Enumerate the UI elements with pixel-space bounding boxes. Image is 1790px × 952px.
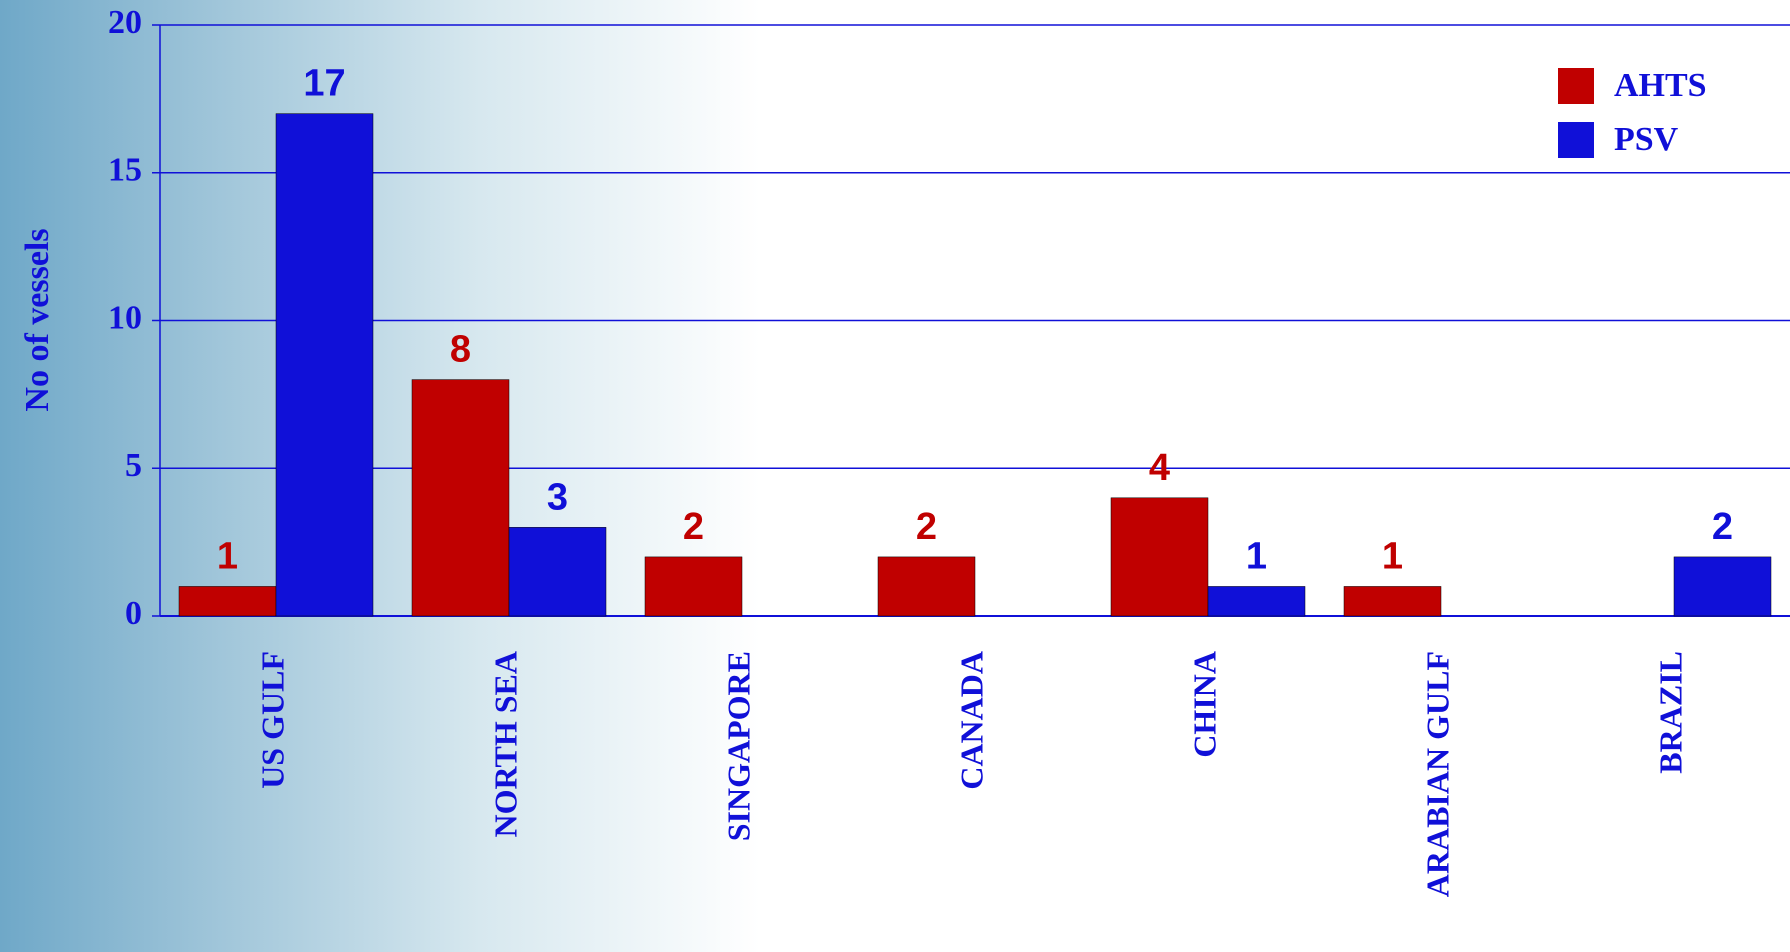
value-label: 2 — [916, 506, 937, 548]
x-tick-label: CANADA — [953, 651, 989, 790]
bar — [644, 556, 743, 617]
bar — [1207, 586, 1306, 617]
x-tick-label: BRAZIL — [1652, 651, 1688, 774]
legend-swatch — [1558, 122, 1594, 158]
value-label: 17 — [303, 63, 345, 105]
value-label: 1 — [1246, 535, 1267, 577]
value-label: 4 — [1149, 447, 1170, 489]
y-tick-label: 15 — [108, 152, 142, 189]
y-axis-label: No of vessels — [19, 228, 56, 411]
value-label: 3 — [547, 476, 568, 518]
legend-label: AHTS — [1614, 67, 1707, 104]
value-label: 2 — [683, 506, 704, 548]
value-label: 8 — [450, 329, 471, 371]
legend-label: PSV — [1614, 121, 1679, 158]
legend-swatch — [1558, 68, 1594, 104]
y-tick-label: 0 — [125, 595, 142, 632]
x-tick-label: SINGAPORE — [720, 651, 756, 841]
bar — [877, 556, 976, 617]
y-tick-label: 10 — [108, 299, 142, 336]
x-tick-label: US GULF — [254, 651, 290, 789]
x-tick-label: ARABIAN GULF — [1419, 651, 1455, 897]
value-label: 1 — [217, 535, 238, 577]
bar — [178, 586, 277, 617]
bar — [1343, 586, 1442, 617]
bar — [508, 527, 607, 617]
y-tick-label: 20 — [108, 4, 142, 41]
bar — [275, 113, 374, 617]
value-label: 2 — [1712, 506, 1733, 548]
y-tick-label: 5 — [125, 447, 142, 484]
bar — [1110, 497, 1209, 617]
bar — [1673, 556, 1772, 617]
value-label: 1 — [1382, 535, 1403, 577]
x-tick-label: CHINA — [1186, 651, 1222, 758]
bar — [411, 379, 510, 617]
x-tick-label: NORTH SEA — [487, 651, 523, 837]
